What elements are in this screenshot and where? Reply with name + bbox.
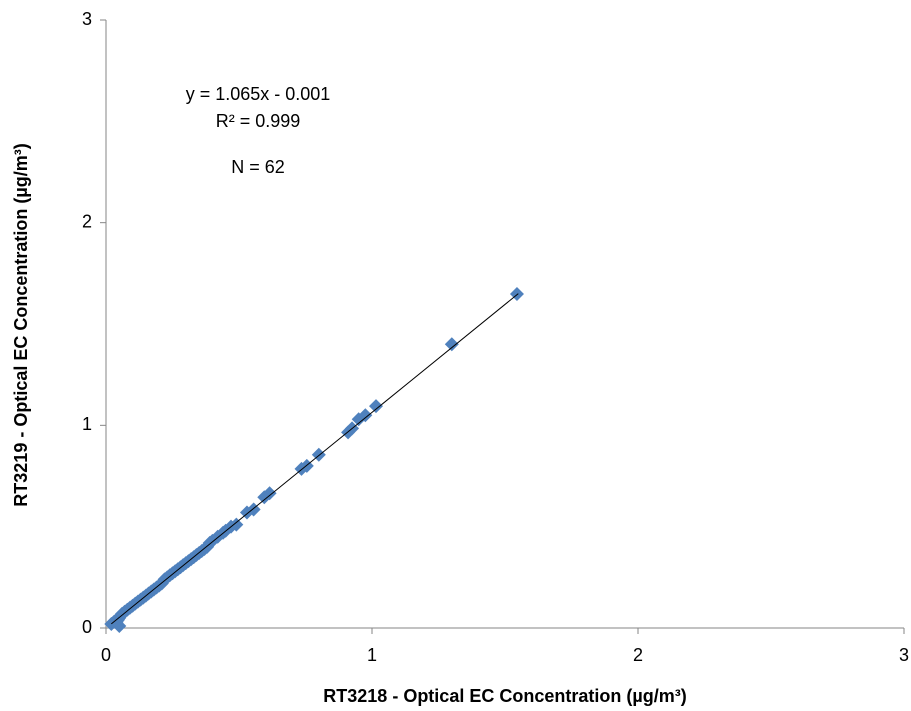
x-tick-label: 1 xyxy=(367,645,377,665)
y-tick-label: 1 xyxy=(82,414,92,434)
trendline xyxy=(111,293,519,625)
y-tick-label: 0 xyxy=(82,617,92,637)
data-point xyxy=(257,490,272,505)
data-point xyxy=(112,618,127,633)
sample-count: N = 62 xyxy=(231,157,285,177)
x-tick-label: 0 xyxy=(101,645,111,665)
x-axis-title: RT3218 - Optical EC Concentration (µg/m³… xyxy=(323,686,686,706)
data-point xyxy=(368,399,383,414)
y-tick-label: 3 xyxy=(82,9,92,29)
y-axis-title: RT3219 - Optical EC Concentration (µg/m³… xyxy=(11,143,31,506)
r-squared: R² = 0.999 xyxy=(216,111,301,131)
x-tick-label: 3 xyxy=(899,645,909,665)
y-tick-label: 2 xyxy=(82,211,92,231)
data-point xyxy=(509,287,524,302)
data-point xyxy=(351,412,366,427)
data-point xyxy=(239,505,254,520)
x-tick-label: 2 xyxy=(633,645,643,665)
data-point xyxy=(444,337,459,352)
equation: y = 1.065x - 0.001 xyxy=(186,84,331,104)
